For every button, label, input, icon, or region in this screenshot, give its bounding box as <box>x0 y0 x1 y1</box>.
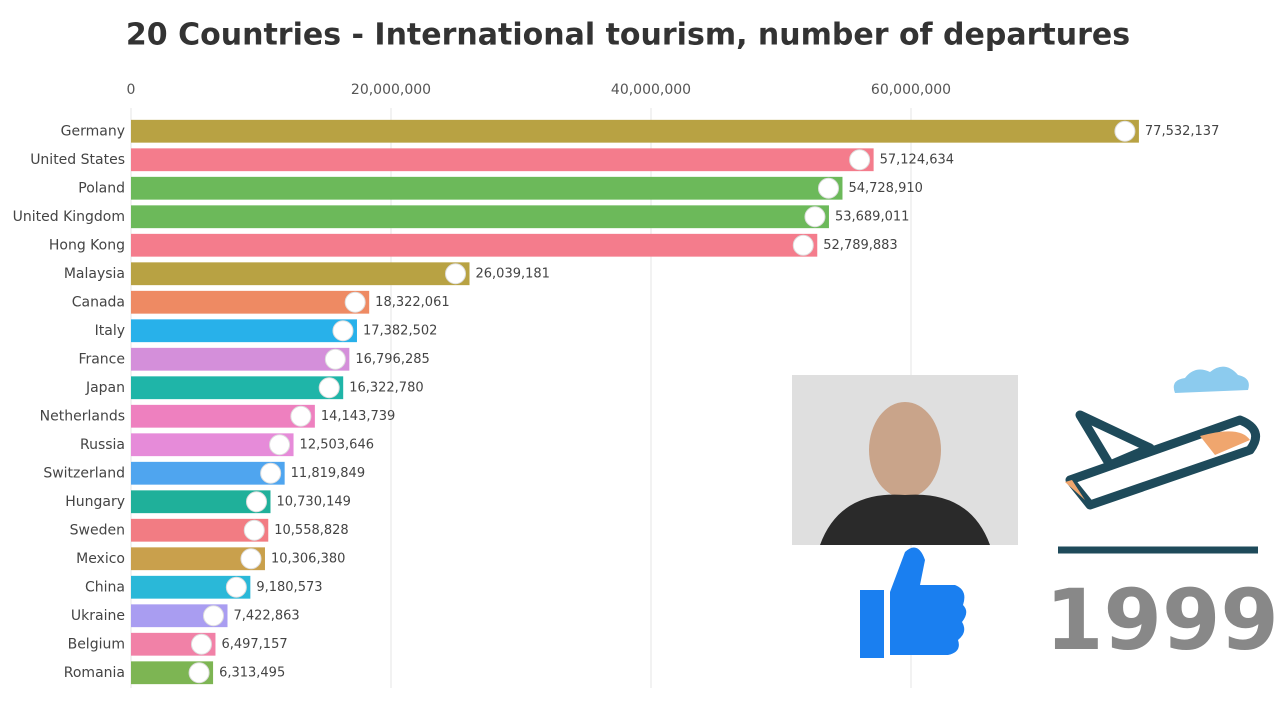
flag <box>445 263 467 285</box>
bar <box>131 433 294 457</box>
plot: 0 20,000,000 40,000,000 60,000,000 Germany 77… <box>13 82 1219 688</box>
value-label: 54,728,910 <box>848 181 922 196</box>
flag <box>817 177 839 199</box>
flag <box>269 434 291 456</box>
bar <box>131 518 269 542</box>
flag <box>332 320 354 342</box>
value-label: 16,796,285 <box>355 352 429 367</box>
value-label: 14,143,739 <box>321 409 395 424</box>
bar <box>131 547 265 571</box>
category-label: Italy <box>95 323 125 339</box>
flag <box>260 462 282 484</box>
flag <box>188 662 210 684</box>
year-label: 1999 <box>1045 571 1279 669</box>
flag <box>1114 120 1136 142</box>
category-label: Malaysia <box>64 266 125 282</box>
flag <box>245 491 267 513</box>
bar <box>131 205 829 229</box>
value-label: 52,789,883 <box>823 238 897 253</box>
category-label: Hungary <box>65 494 125 510</box>
plane-icon <box>1058 366 1261 554</box>
flag <box>792 234 814 256</box>
x-tick-label: 20,000,000 <box>351 82 431 98</box>
bar <box>131 461 285 485</box>
value-label: 6,497,157 <box>221 637 287 652</box>
category-label: Mexico <box>76 551 125 567</box>
value-label: 77,532,137 <box>1145 124 1219 139</box>
value-label: 12,503,646 <box>300 437 374 452</box>
category-label: Sweden <box>70 522 125 538</box>
flag <box>240 548 262 570</box>
flag <box>225 576 247 598</box>
flag <box>318 377 340 399</box>
value-label: 57,124,634 <box>880 152 954 167</box>
bar <box>131 176 843 200</box>
category-label: Japan <box>85 380 125 396</box>
value-label: 9,180,573 <box>256 580 322 595</box>
value-label: 26,039,181 <box>476 266 550 281</box>
bar <box>131 376 344 400</box>
category-label: Ukraine <box>71 608 125 624</box>
thumbs-up <box>860 547 967 658</box>
value-label: 10,306,380 <box>271 551 345 566</box>
bar <box>131 347 350 371</box>
category-label: China <box>85 579 125 595</box>
shoulders <box>820 494 990 545</box>
category-label: Belgium <box>68 636 125 652</box>
value-label: 11,819,849 <box>291 466 365 481</box>
flag <box>849 149 871 171</box>
category-label: Switzerland <box>43 465 125 481</box>
bar <box>131 148 874 172</box>
flag <box>290 405 312 427</box>
bar <box>131 290 370 314</box>
value-label: 17,382,502 <box>363 323 437 338</box>
category-label: Poland <box>78 180 125 196</box>
bar <box>131 119 1139 143</box>
flag <box>202 605 224 627</box>
bar <box>131 233 818 257</box>
value-label: 53,689,011 <box>835 209 909 224</box>
bar <box>131 575 251 599</box>
category-label: Netherlands <box>40 408 125 424</box>
x-tick-label: 40,000,000 <box>611 82 691 98</box>
category-label: Hong Kong <box>49 237 125 253</box>
bar <box>131 319 357 343</box>
bar <box>131 604 228 628</box>
category-label: Romania <box>64 665 125 681</box>
category-label: France <box>78 351 125 367</box>
x-tick-label: 60,000,000 <box>871 82 951 98</box>
category-label: Russia <box>80 437 125 453</box>
flag <box>190 633 212 655</box>
value-label: 6,313,495 <box>219 665 285 680</box>
flag <box>243 519 265 541</box>
flag <box>804 206 826 228</box>
flag <box>344 291 366 313</box>
chart-title: 20 Countries - International tourism, nu… <box>126 18 1130 53</box>
flag <box>324 348 346 370</box>
bar <box>131 404 315 428</box>
value-label: 18,322,061 <box>375 295 449 310</box>
value-label: 10,730,149 <box>276 494 350 509</box>
bar <box>131 262 470 286</box>
value-label: 7,422,863 <box>233 608 299 623</box>
category-label: Germany <box>61 123 125 139</box>
category-label: Canada <box>72 294 125 310</box>
x-tick-label: 0 <box>127 82 136 98</box>
value-label: 16,322,780 <box>349 380 423 395</box>
category-label: United Kingdom <box>13 209 125 225</box>
bar <box>131 490 271 514</box>
category-label: United States <box>30 152 125 168</box>
face <box>869 402 941 498</box>
value-label: 10,558,828 <box>274 523 348 538</box>
